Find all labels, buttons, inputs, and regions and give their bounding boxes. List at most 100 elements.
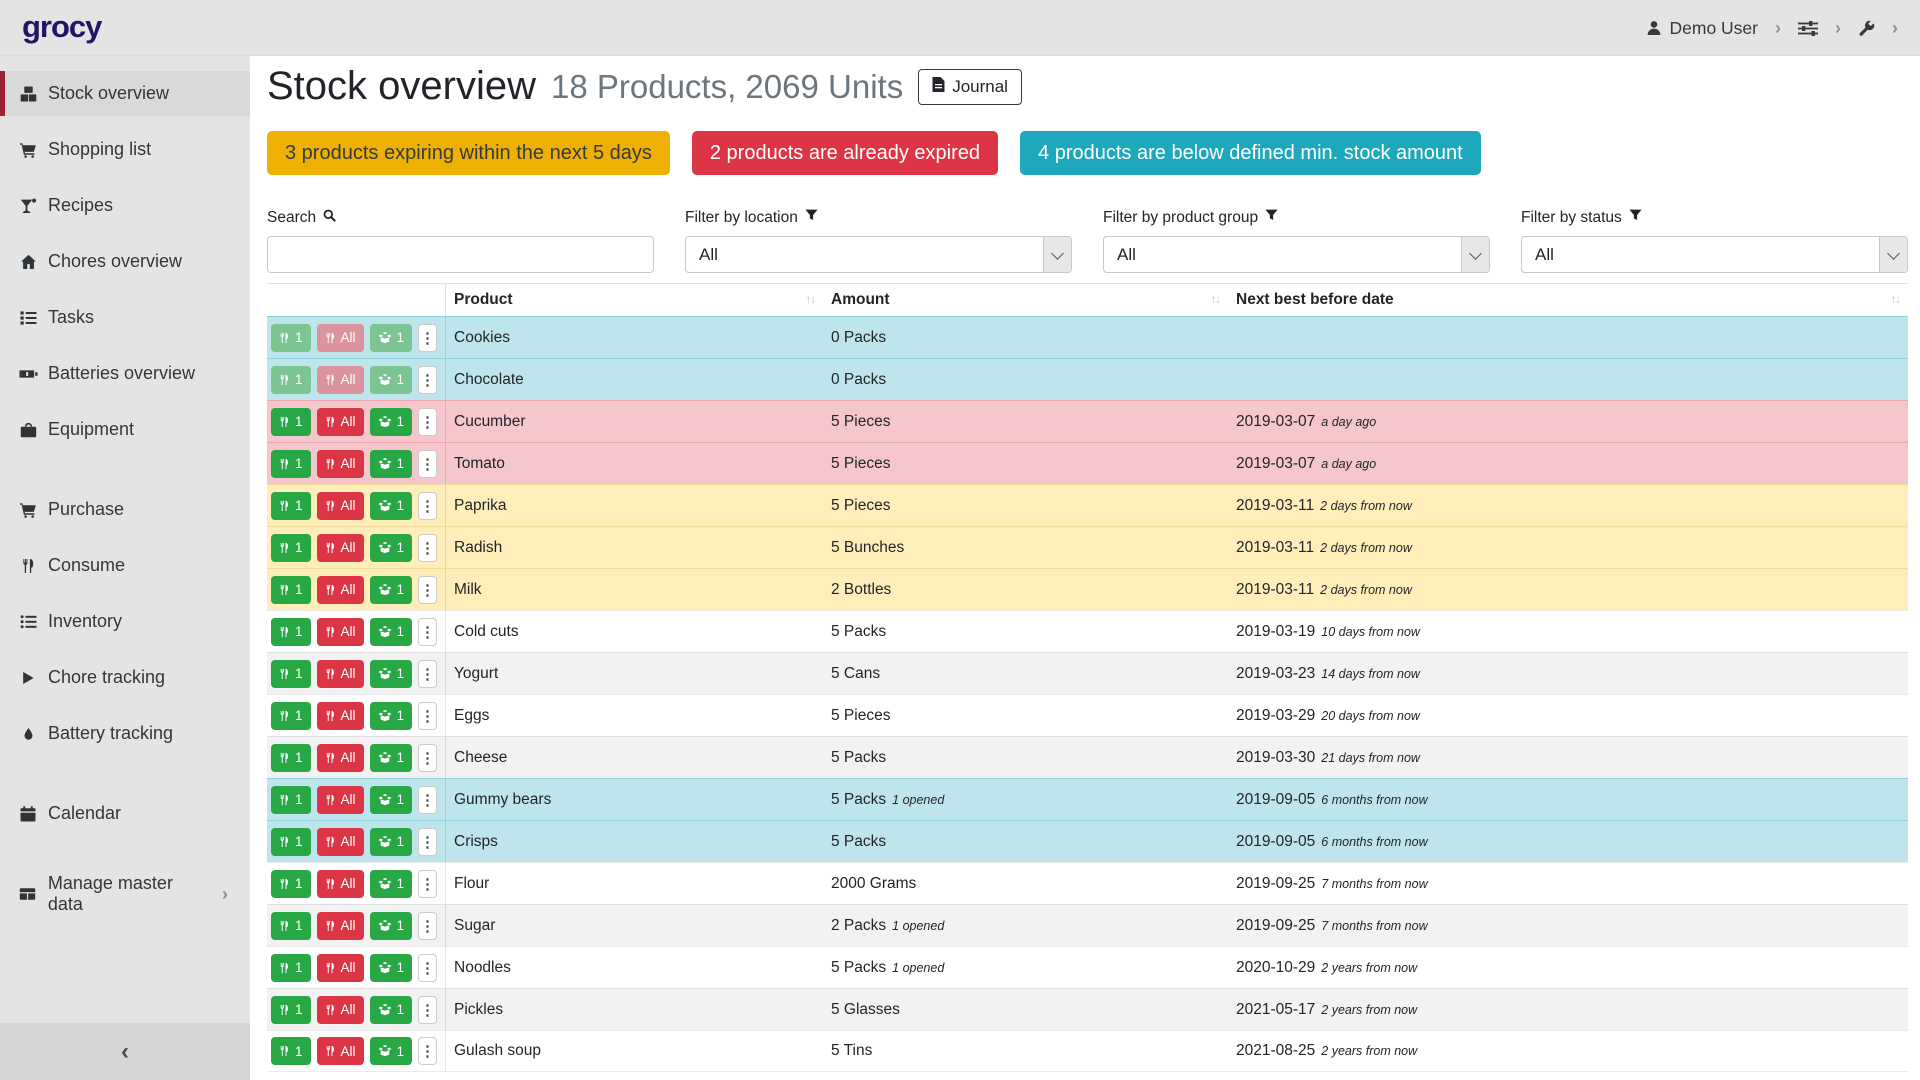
expiring-badge[interactable]: 3 products expiring within the next 5 da…	[267, 131, 670, 175]
consume-all-button[interactable]: All	[316, 827, 364, 856]
consume-one-button[interactable]: 1	[271, 659, 311, 688]
row-menu-button[interactable]: ⋮	[418, 491, 437, 520]
row-menu-button[interactable]: ⋮	[418, 533, 437, 562]
open-one-button[interactable]: 1	[369, 995, 413, 1024]
consume-one-button[interactable]: 1	[271, 743, 311, 772]
sidebar-item-consume[interactable]: Consume	[0, 543, 250, 588]
consume-one-button[interactable]: 1	[271, 953, 311, 982]
consume-all-button[interactable]: All	[316, 323, 364, 352]
open-one-button[interactable]: 1	[369, 1037, 413, 1065]
sidebar-item-chore-tracking[interactable]: Chore tracking	[0, 655, 250, 700]
open-one-button[interactable]: 1	[369, 659, 413, 688]
sidebar-item-shopping-list[interactable]: Shopping list	[0, 127, 250, 172]
consume-one-button[interactable]: 1	[271, 995, 311, 1024]
row-menu-button[interactable]: ⋮	[418, 407, 437, 436]
row-menu-button[interactable]: ⋮	[418, 827, 437, 856]
open-one-button[interactable]: 1	[369, 575, 413, 604]
status-select[interactable]: All	[1521, 236, 1908, 273]
consume-one-button[interactable]: 1	[271, 365, 311, 394]
consume-all-button[interactable]: All	[316, 407, 364, 436]
consume-all-button[interactable]: All	[316, 785, 364, 814]
user-menu[interactable]: Demo User	[1646, 18, 1758, 39]
consume-all-button[interactable]: All	[316, 659, 364, 688]
sidebar-item-purchase[interactable]: Purchase	[0, 487, 250, 532]
amount-column-header[interactable]: Amount ↑↓	[831, 291, 1221, 308]
row-menu-button[interactable]: ⋮	[418, 659, 437, 688]
open-one-button[interactable]: 1	[369, 407, 413, 436]
row-menu-button[interactable]: ⋮	[418, 785, 437, 814]
consume-one-button[interactable]: 1	[271, 407, 311, 436]
consume-one-button[interactable]: 1	[271, 323, 311, 352]
row-menu-button[interactable]: ⋮	[418, 449, 437, 478]
consume-all-button[interactable]: All	[316, 491, 364, 520]
journal-button[interactable]: Journal	[918, 68, 1022, 105]
row-menu-button[interactable]: ⋮	[418, 365, 437, 394]
sidebar-item-batteries-overview[interactable]: Batteries overview	[0, 351, 250, 396]
sidebar-item-manage-master-data[interactable]: Manage master data ›	[0, 871, 250, 916]
sidebar-item-chores-overview[interactable]: Chores overview	[0, 239, 250, 284]
consume-all-button[interactable]: All	[316, 365, 364, 394]
bbd-column-header[interactable]: Next best before date ↑↓	[1236, 291, 1901, 308]
row-menu-button[interactable]: ⋮	[418, 575, 437, 604]
row-menu-button[interactable]: ⋮	[418, 323, 437, 352]
admin-menu[interactable]	[1858, 20, 1875, 37]
sidebar-item-recipes[interactable]: Recipes	[0, 183, 250, 228]
open-one-button[interactable]: 1	[369, 911, 413, 940]
open-one-button[interactable]: 1	[369, 743, 413, 772]
open-one-button[interactable]: 1	[369, 449, 413, 478]
row-menu-button[interactable]: ⋮	[418, 869, 437, 898]
open-one-button[interactable]: 1	[369, 827, 413, 856]
consume-all-button[interactable]: All	[316, 995, 364, 1024]
product-column-header[interactable]: Product ↑↓	[454, 291, 816, 308]
location-select[interactable]: All	[685, 236, 1072, 273]
row-menu-button[interactable]: ⋮	[418, 995, 437, 1024]
consume-all-button[interactable]: All	[316, 617, 364, 646]
grocy-logo[interactable]: grocy	[22, 9, 102, 44]
consume-all-button[interactable]: All	[316, 449, 364, 478]
consume-one-button[interactable]: 1	[271, 575, 311, 604]
open-one-button[interactable]: 1	[369, 323, 413, 352]
sidebar-item-equipment[interactable]: Equipment	[0, 407, 250, 452]
open-one-button[interactable]: 1	[369, 701, 413, 730]
consume-all-button[interactable]: All	[316, 701, 364, 730]
consume-all-button[interactable]: All	[316, 953, 364, 982]
consume-all-button[interactable]: All	[316, 743, 364, 772]
open-one-button[interactable]: 1	[369, 533, 413, 562]
consume-one-button[interactable]: 1	[271, 1037, 311, 1065]
sidebar-item-stock-overview[interactable]: Stock overview	[0, 71, 250, 116]
row-menu-button[interactable]: ⋮	[418, 911, 437, 940]
consume-one-button[interactable]: 1	[271, 449, 311, 478]
settings-menu[interactable]	[1798, 20, 1818, 37]
row-menu-button[interactable]: ⋮	[418, 701, 437, 730]
consume-all-button[interactable]: All	[316, 1037, 364, 1065]
consume-all-button[interactable]: All	[316, 533, 364, 562]
consume-one-button[interactable]: 1	[271, 617, 311, 646]
consume-all-button[interactable]: All	[316, 911, 364, 940]
open-one-button[interactable]: 1	[369, 869, 413, 898]
row-menu-button[interactable]: ⋮	[418, 1037, 437, 1065]
consume-one-button[interactable]: 1	[271, 533, 311, 562]
row-menu-button[interactable]: ⋮	[418, 953, 437, 982]
sidebar-item-inventory[interactable]: Inventory	[0, 599, 250, 644]
sidebar-item-tasks[interactable]: Tasks	[0, 295, 250, 340]
open-one-button[interactable]: 1	[369, 953, 413, 982]
open-one-button[interactable]: 1	[369, 785, 413, 814]
consume-one-button[interactable]: 1	[271, 869, 311, 898]
consume-one-button[interactable]: 1	[271, 701, 311, 730]
consume-all-button[interactable]: All	[316, 869, 364, 898]
consume-one-button[interactable]: 1	[271, 785, 311, 814]
below-min-stock-badge[interactable]: 4 products are below defined min. stock …	[1020, 131, 1481, 175]
consume-all-button[interactable]: All	[316, 575, 364, 604]
open-one-button[interactable]: 1	[369, 617, 413, 646]
open-one-button[interactable]: 1	[369, 365, 413, 394]
sidebar-collapse-button[interactable]: ‹	[0, 1023, 250, 1080]
consume-one-button[interactable]: 1	[271, 911, 311, 940]
expired-badge[interactable]: 2 products are already expired	[691, 131, 999, 175]
consume-one-button[interactable]: 1	[271, 827, 311, 856]
row-menu-button[interactable]: ⋮	[418, 617, 437, 646]
open-one-button[interactable]: 1	[369, 491, 413, 520]
sidebar-item-battery-tracking[interactable]: Battery tracking	[0, 711, 250, 756]
search-input[interactable]	[267, 236, 654, 273]
consume-one-button[interactable]: 1	[271, 491, 311, 520]
row-menu-button[interactable]: ⋮	[418, 743, 437, 772]
